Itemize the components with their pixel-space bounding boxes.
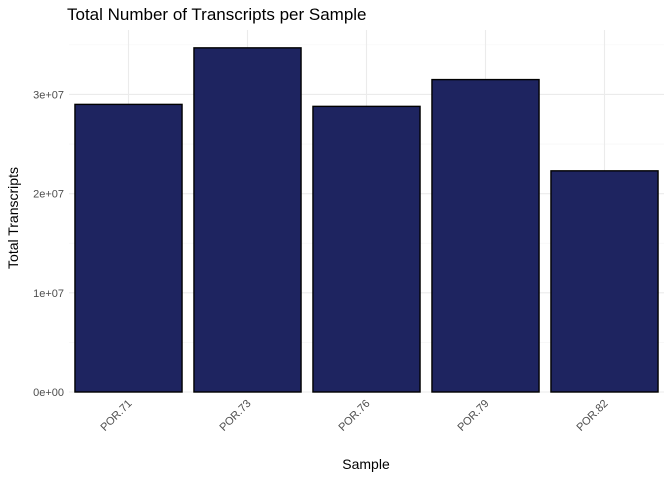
bar-por-76 <box>312 105 421 393</box>
x-tick-label: POR.76 <box>336 398 372 434</box>
y-axis-title: Total Transcripts <box>5 167 21 269</box>
x-tick-label: POR.79 <box>455 398 491 434</box>
bar-por-73 <box>193 47 302 393</box>
x-axis-ticks: POR.71 POR.73 POR.76 POR.79 POR.82 <box>98 398 610 434</box>
chart-title: Total Number of Transcripts per Sample <box>67 5 367 24</box>
y-tick-label: 3e+07 <box>33 89 64 101</box>
x-tick-label: POR.73 <box>217 398 253 434</box>
y-tick-label: 0e+00 <box>33 387 64 399</box>
y-tick-label: 2e+07 <box>33 189 64 201</box>
bar-por-82 <box>550 170 659 393</box>
bars <box>74 47 659 393</box>
bar-por-71 <box>74 103 183 393</box>
x-tick-label: POR.82 <box>574 398 610 434</box>
y-axis-ticks: 0e+00 1e+07 2e+07 3e+07 <box>33 89 64 399</box>
x-axis-title: Sample <box>342 456 390 472</box>
y-tick-label: 1e+07 <box>33 288 64 300</box>
x-tick-label: POR.71 <box>98 398 134 434</box>
bar-por-79 <box>431 78 540 393</box>
